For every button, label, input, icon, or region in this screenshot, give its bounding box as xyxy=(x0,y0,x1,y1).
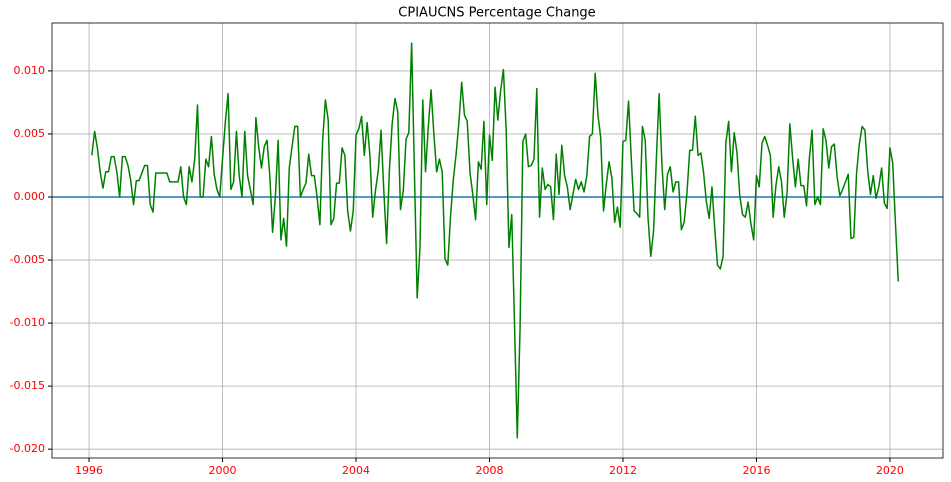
x-tick-label: 1996 xyxy=(75,464,103,477)
y-tick-label: -0.005 xyxy=(10,253,45,266)
x-tick-label: 2008 xyxy=(475,464,503,477)
x-tick-label: 2020 xyxy=(876,464,904,477)
y-tick-label: -0.010 xyxy=(10,316,45,329)
x-tick-label: 2000 xyxy=(209,464,237,477)
x-tick-label: 2016 xyxy=(742,464,770,477)
plot-frame xyxy=(51,22,944,459)
x-tick-label: 2004 xyxy=(342,464,370,477)
y-tick-label: -0.020 xyxy=(10,442,45,455)
y-tick-label: -0.015 xyxy=(10,379,45,392)
y-tick-label: 0.005 xyxy=(14,127,46,140)
y-tick-label: 0.010 xyxy=(14,64,46,77)
x-tick-label: 2012 xyxy=(609,464,637,477)
data-line xyxy=(91,42,900,439)
y-tick-label: 0.000 xyxy=(14,190,46,203)
chart-title: CPIAUCNS Percentage Change xyxy=(398,6,595,21)
